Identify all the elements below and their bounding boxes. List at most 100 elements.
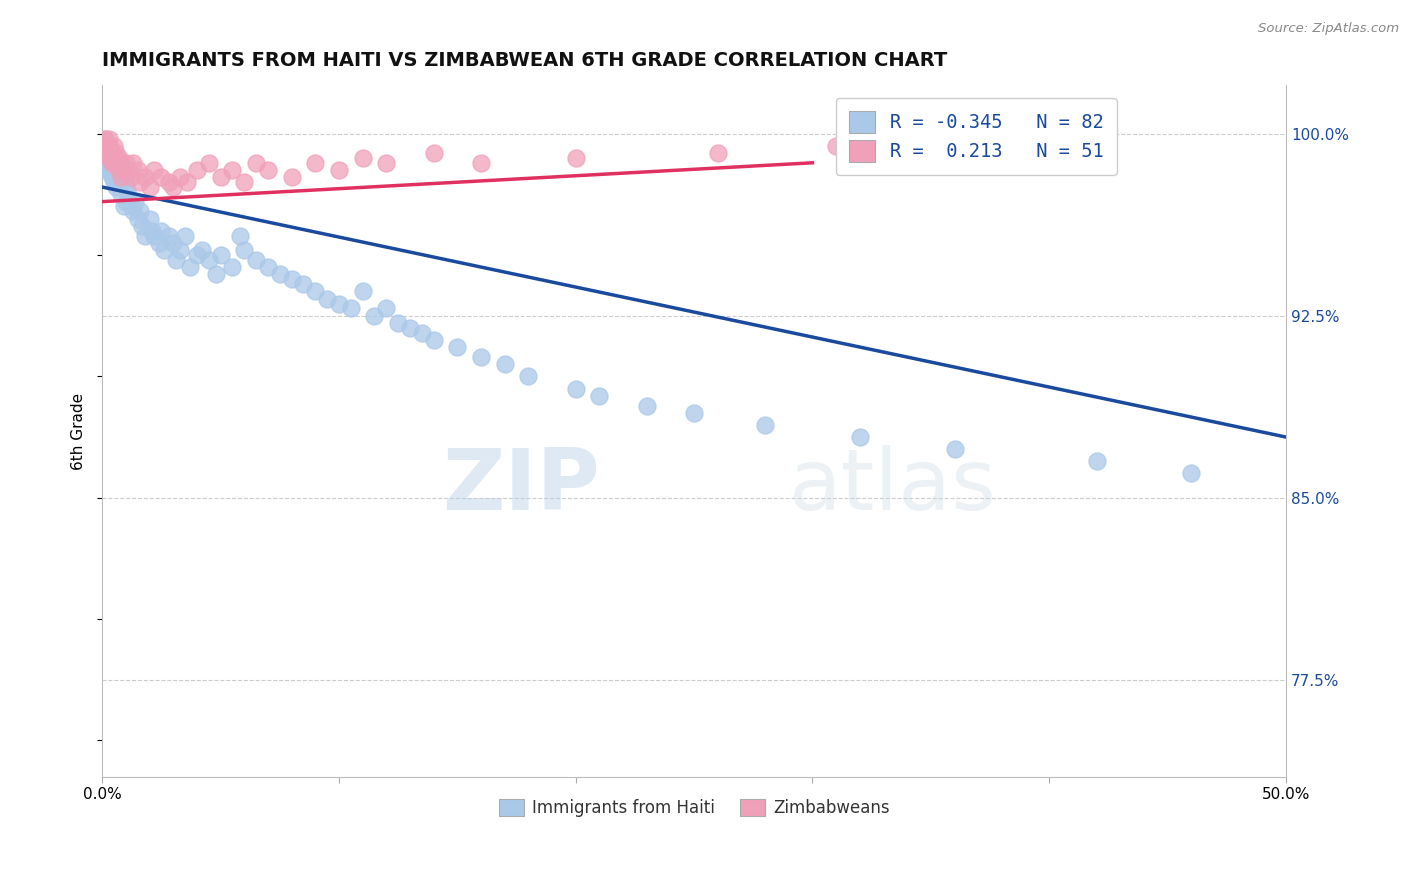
Point (169, 243, 191, 257)
Text: atlas: atlas (789, 445, 997, 528)
Point (134, 170, 156, 185)
Point (304, 156, 326, 170)
Point (150, 224, 173, 238)
Point (112, 170, 135, 185)
Point (174, 228, 197, 243)
Point (411, 326, 433, 340)
Point (422, 333, 444, 347)
Point (162, 235, 184, 250)
Point (209, 170, 232, 185)
Point (105, 168, 128, 182)
Point (190, 243, 212, 257)
Point (100, 146, 122, 161)
Point (96, 146, 118, 161)
Point (105, 156, 128, 170)
Point (100, 156, 122, 170)
Point (352, 285, 374, 299)
Point (157, 175, 180, 189)
Point (564, 382, 586, 396)
Point (943, 442, 966, 457)
Point (110, 187, 132, 202)
Point (257, 163, 280, 178)
Point (120, 170, 142, 185)
Point (96, 163, 118, 178)
Point (152, 243, 174, 257)
Point (115, 180, 138, 194)
Point (131, 219, 153, 233)
Point (112, 163, 135, 178)
Point (197, 156, 219, 170)
Point (245, 252, 267, 267)
Point (112, 199, 135, 213)
Point (162, 180, 184, 194)
Point (169, 170, 191, 185)
Point (110, 156, 132, 170)
Point (93, 131, 115, 145)
Point (141, 224, 163, 238)
Point (115, 156, 138, 170)
Point (100, 170, 122, 185)
Point (269, 268, 291, 282)
Point (103, 151, 125, 165)
Point (233, 175, 256, 189)
Point (107, 175, 129, 189)
Point (470, 156, 492, 170)
Point (387, 316, 409, 330)
Point (352, 151, 374, 165)
Point (122, 204, 145, 219)
Point (120, 199, 142, 213)
Point (280, 170, 302, 185)
Point (115, 194, 138, 209)
Point (122, 156, 145, 170)
Point (328, 296, 350, 310)
Point (399, 321, 422, 335)
Point (148, 235, 170, 250)
Point (221, 260, 243, 275)
Point (117, 163, 139, 178)
Point (93, 138, 115, 153)
Point (157, 228, 180, 243)
Point (117, 187, 139, 202)
Text: ZIP: ZIP (441, 445, 599, 528)
Point (103, 138, 125, 153)
Point (825, 138, 848, 153)
Point (221, 163, 243, 178)
Point (588, 389, 610, 403)
Point (186, 248, 208, 262)
Point (233, 243, 256, 257)
Point (134, 228, 156, 243)
Point (138, 211, 160, 226)
Point (93, 138, 115, 153)
Point (257, 260, 280, 275)
Point (991, 151, 1014, 165)
Point (96, 156, 118, 170)
Point (316, 292, 339, 306)
Point (98, 138, 121, 153)
Point (304, 285, 326, 299)
Point (103, 175, 125, 189)
Point (110, 170, 132, 185)
Point (98, 131, 121, 145)
Point (683, 406, 706, 420)
Point (636, 399, 658, 413)
Point (517, 369, 540, 384)
Point (176, 175, 198, 189)
Point (470, 350, 492, 364)
Point (127, 211, 149, 226)
Point (93, 131, 115, 145)
Point (1180, 467, 1202, 481)
Point (280, 272, 302, 286)
Point (105, 180, 128, 194)
Point (849, 430, 872, 444)
Point (124, 194, 146, 209)
Point (98, 151, 121, 165)
Point (494, 357, 516, 371)
Point (564, 151, 586, 165)
Point (107, 151, 129, 165)
Point (422, 146, 444, 161)
Y-axis label: 6th Grade: 6th Grade (72, 392, 86, 469)
Point (375, 156, 398, 170)
Point (706, 146, 728, 161)
Point (205, 268, 228, 282)
Point (107, 163, 129, 178)
